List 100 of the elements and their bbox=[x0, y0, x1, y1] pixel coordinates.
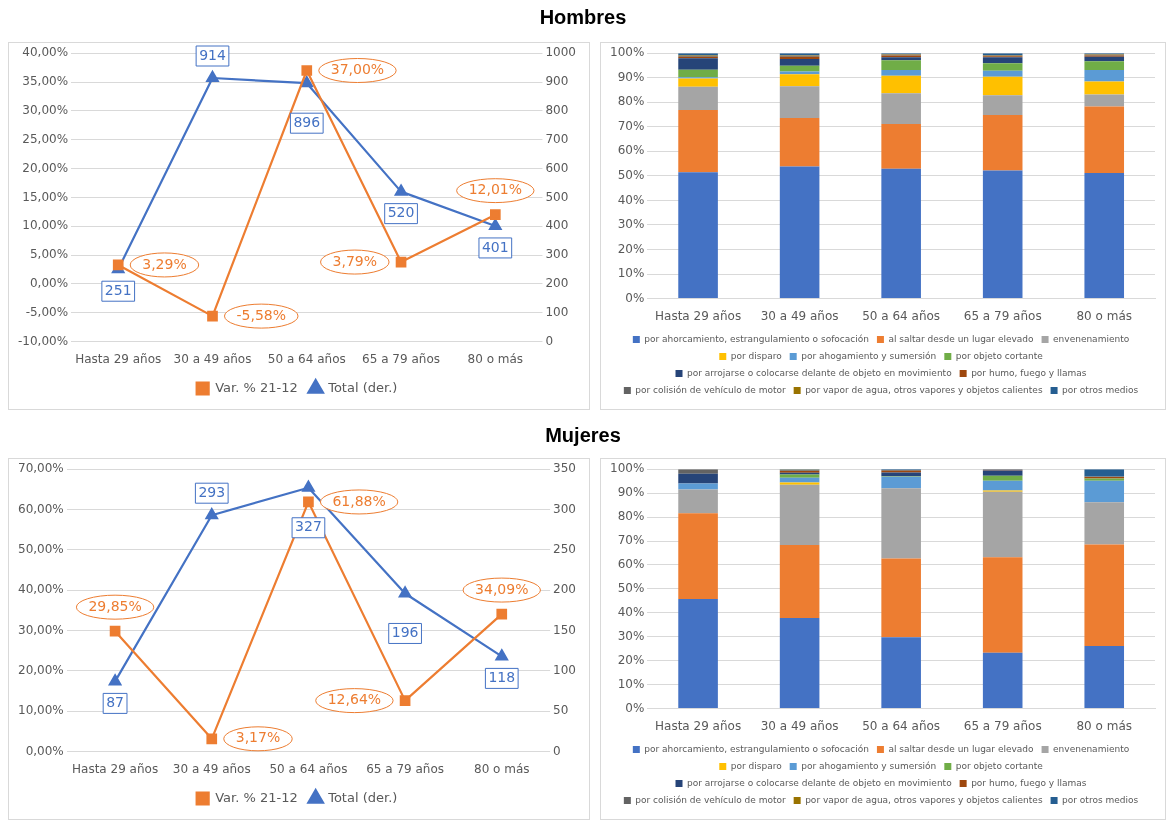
y-tick-label: 30% bbox=[617, 628, 645, 643]
data-label: 61,88% bbox=[332, 492, 386, 509]
chart-title: Mujeres bbox=[544, 424, 622, 447]
x-tick-label: 80 o más bbox=[473, 761, 530, 776]
y-tick-label: 0% bbox=[625, 290, 645, 305]
legend-label: por humo, fuego y llamas bbox=[971, 777, 1087, 788]
y-tick-label: 90% bbox=[617, 69, 645, 84]
y2-tick-label: 300 bbox=[553, 501, 576, 516]
y2-tick-label: 250 bbox=[553, 542, 576, 557]
y-tick-label: 40,00% bbox=[22, 45, 69, 60]
y-tick-label: 50,00% bbox=[17, 542, 64, 557]
y2-tick-label: 100 bbox=[553, 663, 576, 678]
y2-tick-label: 200 bbox=[553, 582, 576, 597]
legend-label: por disparo bbox=[730, 760, 783, 771]
y2-tick-label: 0 bbox=[545, 333, 554, 348]
y-tick-label: 100% bbox=[609, 45, 645, 60]
legend-label: envenenamiento bbox=[1053, 743, 1130, 754]
legend-label: Var. % 21-12 bbox=[215, 379, 298, 395]
y2-tick-label: 800 bbox=[545, 103, 569, 117]
y-tick-label: 10,00% bbox=[22, 218, 69, 233]
y2-tick-label: 300 bbox=[545, 247, 569, 262]
legend-label: por ahogamiento y sumersión bbox=[801, 350, 937, 361]
y-tick-label: 70,00% bbox=[17, 461, 64, 476]
x-tick-label: 50 a 64 años bbox=[267, 351, 346, 366]
y-tick-label: 30,00% bbox=[22, 103, 69, 117]
y2-tick-label: 600 bbox=[545, 160, 569, 175]
data-label: 3,79% bbox=[332, 252, 378, 269]
data-label: 3,17% bbox=[235, 729, 281, 746]
data-label: 37,00% bbox=[330, 61, 385, 78]
legend-label: por ahorcamiento, estrangulamiento o sofocación bbox=[644, 333, 869, 344]
legend-label: por vapor de agua, otros vapores y objetos calientes bbox=[805, 794, 1043, 805]
y-tick-label: 50% bbox=[617, 581, 645, 596]
y-tick-label: 10,00% bbox=[17, 703, 64, 718]
y-tick-label: 5,00% bbox=[29, 247, 69, 262]
y2-tick-label: 200 bbox=[545, 276, 569, 291]
y-tick-label: -10,00% bbox=[17, 333, 69, 348]
y-tick-label: 20% bbox=[617, 241, 645, 256]
x-tick-label: 80 o más bbox=[467, 351, 524, 366]
legend-label: por otros medios bbox=[1062, 794, 1139, 805]
data-label: 29,85% bbox=[88, 597, 142, 614]
legend-label: Var. % 21-12 bbox=[215, 789, 298, 805]
y-tick-label: 80% bbox=[617, 94, 645, 109]
legend-label: al saltar desde un lugar elevado bbox=[888, 333, 1035, 344]
data-label: 251 bbox=[104, 281, 132, 298]
legend-label: por arrojarse o colocarse delante de objeto en movimiento bbox=[687, 777, 953, 788]
legend-label: por arrojarse o colocarse delante de objeto en movimiento bbox=[687, 367, 953, 378]
x-tick-label: 50 a 64 años bbox=[862, 718, 941, 733]
legend-label: por humo, fuego y llamas bbox=[971, 367, 1087, 378]
y2-tick-label: 400 bbox=[545, 218, 569, 233]
y-tick-label: 20,00% bbox=[17, 663, 64, 678]
y-tick-label: 0,00% bbox=[25, 743, 64, 758]
text: Hombres bbox=[538, 6, 628, 29]
y2-tick-label: 100 bbox=[545, 304, 569, 319]
y-tick-label: 30% bbox=[617, 217, 645, 232]
legend-label: por disparo bbox=[730, 350, 783, 361]
y-tick-label: 40% bbox=[617, 192, 645, 207]
legend-label: por ahogamiento y sumersión bbox=[801, 760, 937, 771]
data-label: 87 bbox=[106, 694, 124, 711]
legend-label: por colisión de vehículo de motor bbox=[635, 794, 786, 805]
legend-label: Total (der.) bbox=[327, 789, 398, 805]
x-tick-label: Hasta 29 años bbox=[75, 351, 162, 366]
legend-label: por objeto cortante bbox=[955, 760, 1044, 771]
y-tick-label: 100% bbox=[609, 461, 645, 476]
legend-label: envenenamiento bbox=[1053, 333, 1130, 344]
y-tick-label: 10% bbox=[617, 676, 645, 691]
y2-tick-label: 0 bbox=[553, 743, 561, 758]
data-label: 914 bbox=[199, 46, 226, 63]
y-tick-label: -5,00% bbox=[25, 304, 69, 319]
y2-tick-label: 350 bbox=[553, 461, 576, 476]
legend-label: por otros medios bbox=[1062, 384, 1139, 395]
x-tick-label: 50 a 64 años bbox=[269, 761, 348, 776]
y-tick-label: 70% bbox=[617, 118, 645, 133]
y-tick-label: 20,00% bbox=[22, 160, 69, 175]
x-tick-label: 30 a 49 años bbox=[760, 308, 839, 323]
y-tick-label: 15,00% bbox=[22, 189, 69, 204]
legend-label: por vapor de agua, otros vapores y objetos calientes bbox=[805, 384, 1043, 395]
x-tick-label: 65 a 79 años bbox=[963, 308, 1042, 323]
x-tick-label: 80 o más bbox=[1076, 308, 1132, 323]
y-tick-label: 60% bbox=[617, 143, 645, 158]
x-tick-label: 30 a 49 años bbox=[172, 761, 251, 776]
x-tick-label: 80 o más bbox=[1076, 718, 1132, 733]
y-tick-label: 50% bbox=[617, 168, 645, 183]
y2-tick-label: 500 bbox=[545, 189, 569, 204]
data-label: 520 bbox=[387, 204, 415, 221]
legend-label: por ahorcamiento, estrangulamiento o sofocación bbox=[644, 743, 869, 754]
data-label: 196 bbox=[391, 624, 419, 641]
x-tick-label: 65 a 79 años bbox=[366, 761, 445, 776]
y-tick-label: 30,00% bbox=[17, 622, 64, 637]
legend-label: al saltar desde un lugar elevado bbox=[888, 743, 1035, 754]
data-label: -5,58% bbox=[236, 306, 287, 323]
y-tick-label: 25,00% bbox=[22, 131, 69, 146]
x-tick-label: Hasta 29 años bbox=[655, 718, 742, 733]
y-tick-label: 90% bbox=[617, 485, 645, 500]
y-tick-label: 20% bbox=[617, 652, 645, 667]
y2-tick-label: 900 bbox=[545, 74, 569, 89]
y-tick-label: 60,00% bbox=[17, 501, 64, 516]
y-tick-label: 40,00% bbox=[17, 582, 64, 597]
y2-tick-label: 700 bbox=[545, 131, 569, 146]
y-tick-label: 0% bbox=[625, 700, 645, 715]
x-tick-label: 65 a 79 años bbox=[362, 351, 440, 366]
